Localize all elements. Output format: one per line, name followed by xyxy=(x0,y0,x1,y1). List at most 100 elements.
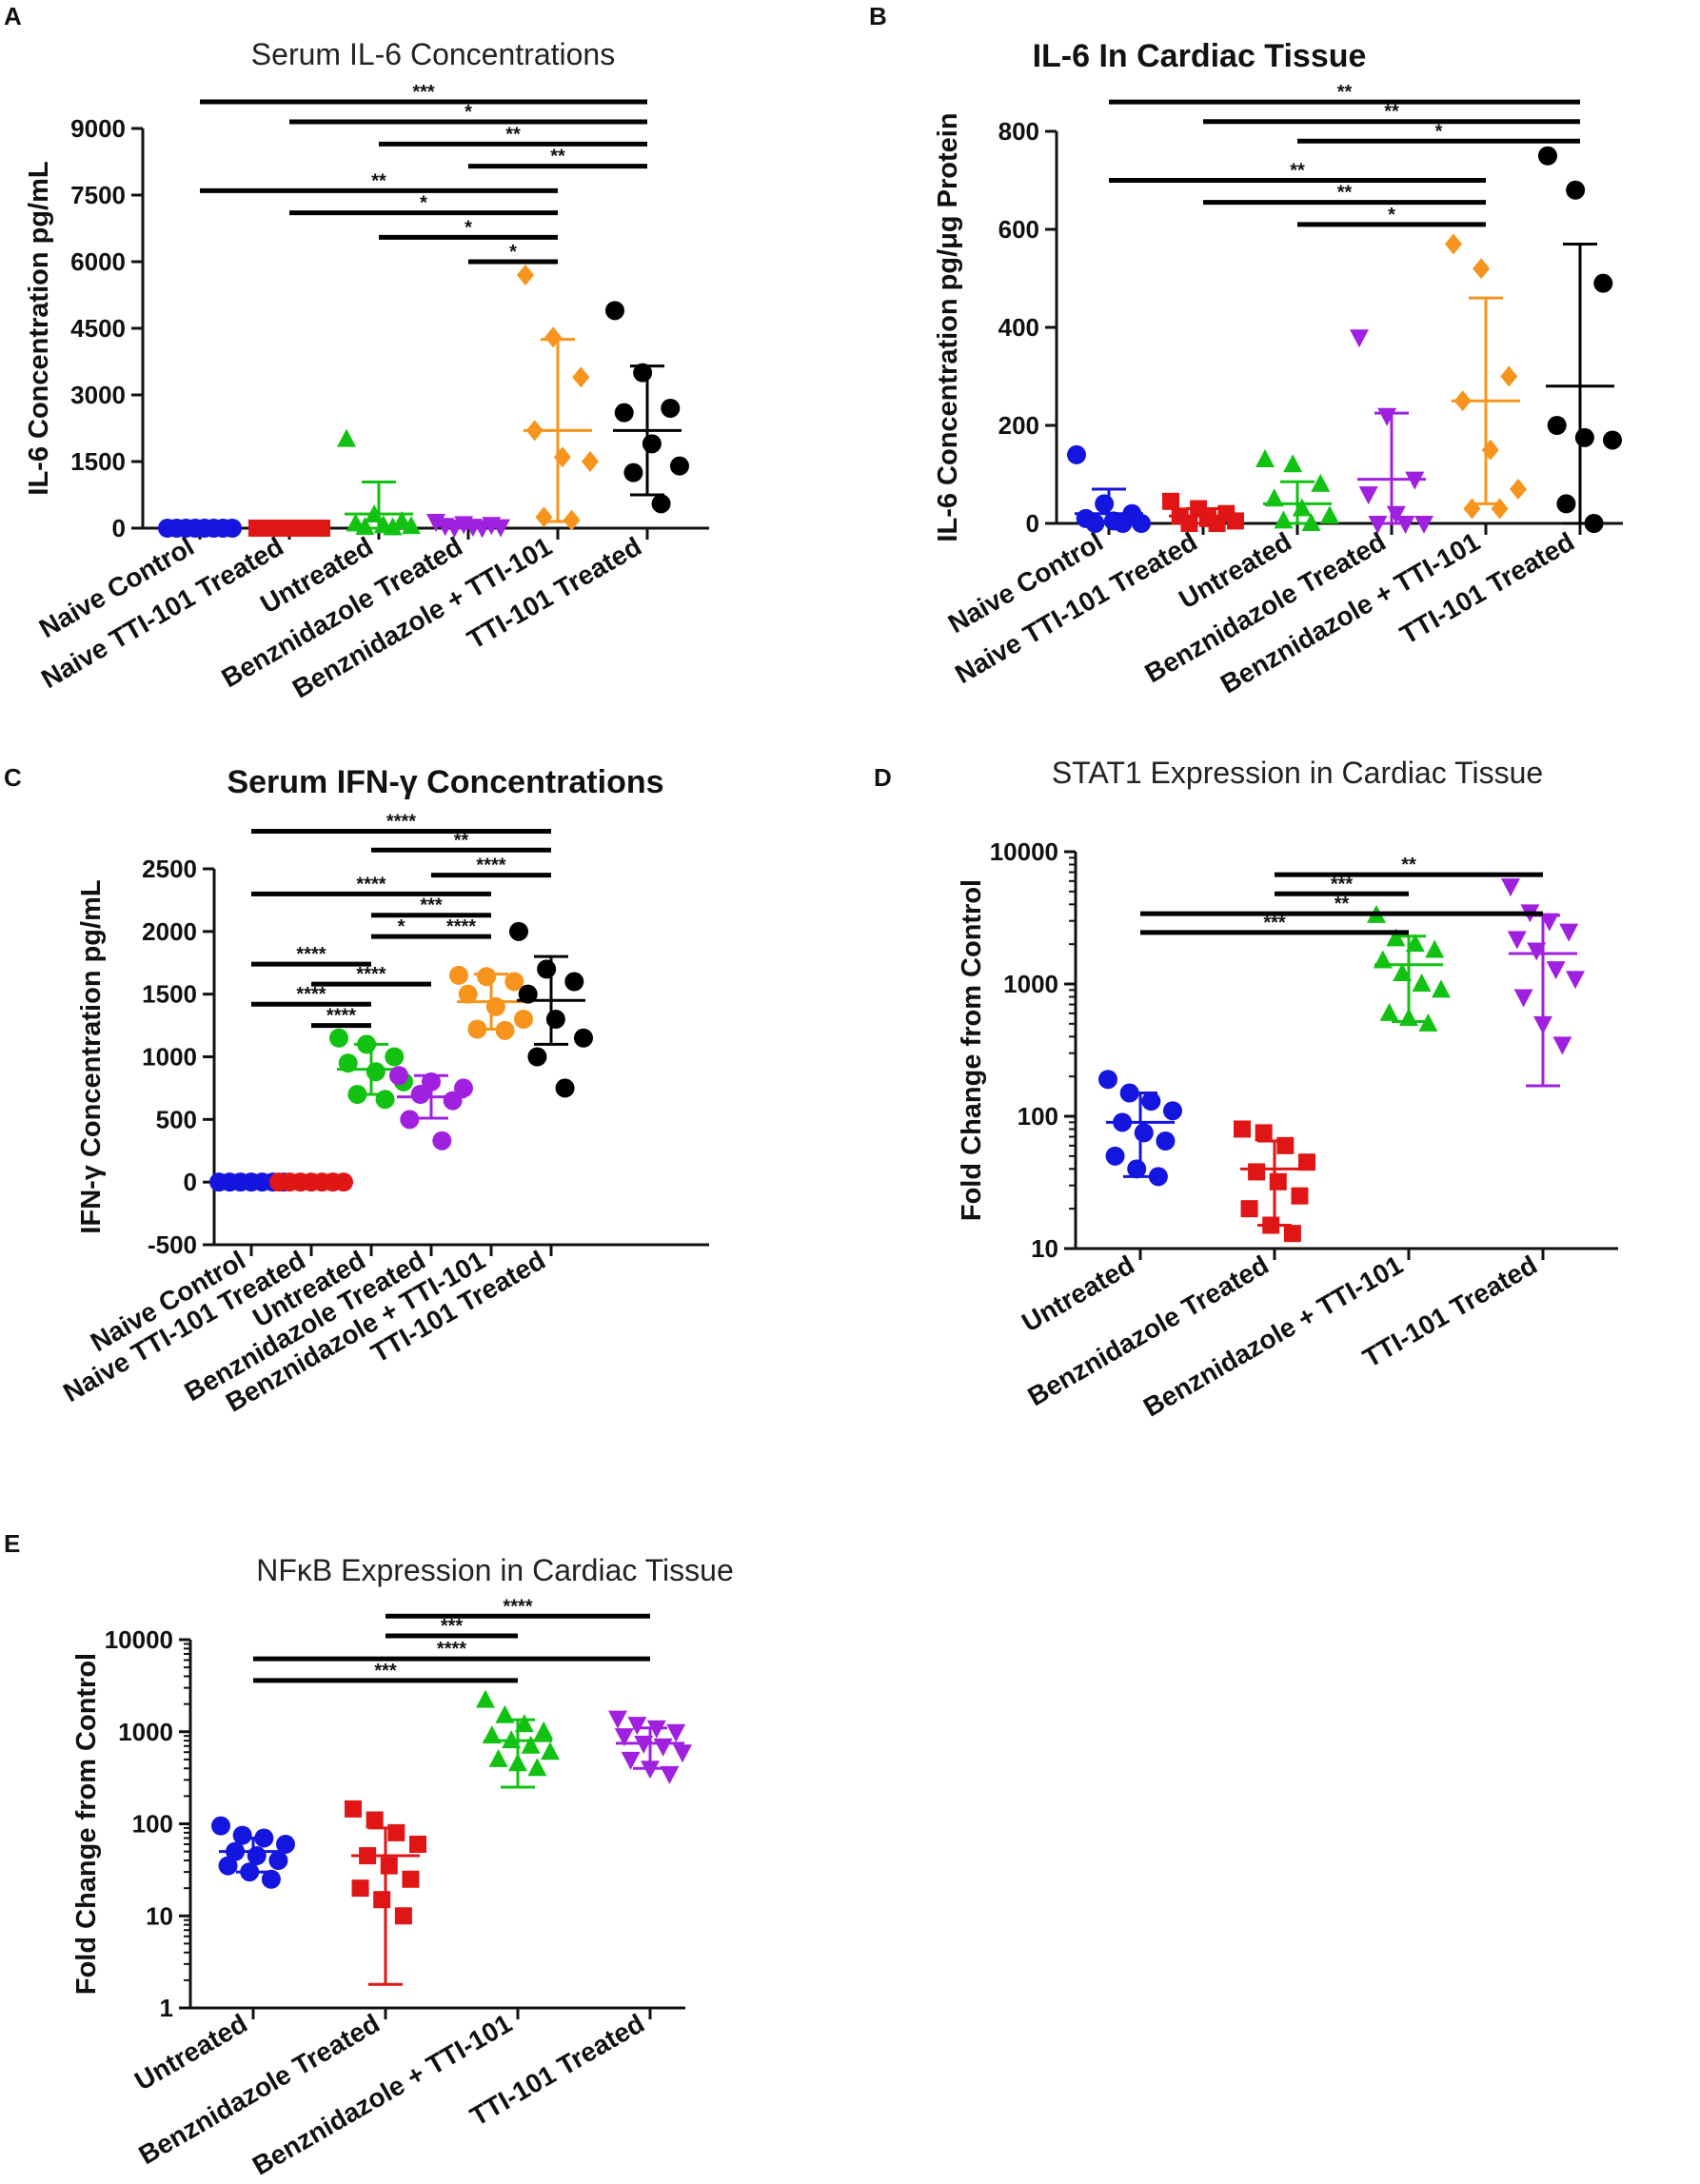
panel-b-point xyxy=(1414,516,1433,534)
panel-e-point xyxy=(653,1738,673,1757)
panel-b-point xyxy=(1283,454,1303,473)
panel-c-point xyxy=(518,984,538,1004)
panel-e-point xyxy=(373,1891,391,1909)
panel-a-point xyxy=(337,428,356,447)
panel-e-point xyxy=(366,1811,384,1829)
panel-e-ytick-label: 10 xyxy=(146,1901,173,1930)
panel-b-point xyxy=(1405,471,1425,490)
panel-e-category-label: Untreated xyxy=(129,2008,252,2095)
panel-a-significance-label: ** xyxy=(371,170,386,191)
panel-c-point xyxy=(555,1078,575,1098)
panel-d-category-label: Untreated xyxy=(1017,1249,1139,1337)
panel-b-point xyxy=(1067,444,1086,464)
panel-c-significance-label: **** xyxy=(446,916,476,937)
panel-a-point xyxy=(355,517,375,536)
panel-b-significance-label: ** xyxy=(1337,82,1353,103)
panel-e-point xyxy=(514,1714,534,1733)
panel-a-point xyxy=(517,265,534,285)
panel-b-title: IL-6 In Cardiac Tissue xyxy=(1033,38,1367,74)
panel-a-ytick-label: 0 xyxy=(112,514,126,542)
panel-b-point xyxy=(1593,273,1613,293)
panel-c-point xyxy=(537,959,557,979)
panel-c-significance-label: **** xyxy=(296,984,326,1005)
panel-d-point xyxy=(1156,1131,1176,1151)
panel-a-significance-label: ** xyxy=(550,147,565,167)
panel-c-ytick-label: -500 xyxy=(148,1230,197,1259)
panel-e: E NFκB Expression in Cardiac Tissue 1101… xyxy=(4,1529,734,2181)
panel-c-ytick-label: 0 xyxy=(184,1168,197,1196)
panel-b-point xyxy=(1463,498,1481,520)
panel-e-point xyxy=(261,1869,281,1889)
panel-c-point xyxy=(564,972,584,992)
panel-d-category-label: Benznidazole Treated xyxy=(1023,1249,1274,1411)
panel-b-category-label: TTI-101 Treated xyxy=(1395,526,1579,650)
panel-d: D STAT1 Expression in Cardiac Tissue 101… xyxy=(874,756,1618,1423)
panel-a-significance-label: * xyxy=(420,193,427,214)
panel-a-point xyxy=(642,434,662,454)
panel-a-point xyxy=(670,456,689,476)
panel-a-point xyxy=(402,516,421,535)
panel-b-plot: 0 200 400 600 800 IL-6 Concentration pg/μg Pr… xyxy=(933,82,1623,699)
panel-a-point xyxy=(582,451,599,472)
panel-c-point xyxy=(443,1091,463,1111)
panel-b-significance-label: ** xyxy=(1337,183,1353,204)
panel-c-point xyxy=(458,984,478,1004)
panel-a-significance-label: *** xyxy=(412,82,435,103)
panel-d-y-label: Fold Change from Control xyxy=(957,879,987,1221)
panel-d-significance-label: ** xyxy=(1401,855,1416,876)
panel-d-ytick-label: 10000 xyxy=(990,837,1058,866)
panel-e-point xyxy=(268,1851,288,1871)
panel-letter-a: A xyxy=(4,2,22,30)
panel-e-ytick-label: 1000 xyxy=(118,1718,173,1746)
panel-a-point xyxy=(651,494,671,514)
panel-b-point xyxy=(1510,478,1527,500)
panel-e-significance-label: **** xyxy=(437,1639,466,1660)
panel-c-significance-label: **** xyxy=(296,944,326,965)
panel-a-ytick-label: 9000 xyxy=(70,114,126,143)
panel-b-point xyxy=(1132,514,1151,533)
panel-d-significance-label: *** xyxy=(1331,874,1354,895)
panel-d-point xyxy=(1134,1123,1154,1143)
panel-e-title: NFκB Expression in Cardiac Tissue xyxy=(256,1553,734,1587)
panel-c-title: Serum IFN-γ Concentrations xyxy=(227,764,663,800)
panel-e-point xyxy=(476,1689,495,1708)
panel-d-point xyxy=(1248,1163,1266,1181)
panel-b-ytick-label: 800 xyxy=(998,117,1039,146)
panel-c-ytick-label: 500 xyxy=(156,1105,197,1133)
panel-d-ytick-label: 10 xyxy=(1031,1234,1058,1263)
panel-d-point xyxy=(1234,1120,1251,1138)
panel-e-point xyxy=(614,1728,634,1747)
panel-d-significance-label: *** xyxy=(1263,913,1286,934)
panel-a-y-label: IL-6 Concentration pg/mL xyxy=(24,161,54,495)
panel-c-point xyxy=(509,921,528,941)
panel-c-plot: -500 0 500 1000 1500 2000 2500 IFN-γ Concentrat… xyxy=(58,812,709,1418)
panel-c-point xyxy=(375,1090,395,1110)
panel-e-significance-label: *** xyxy=(374,1661,397,1682)
panel-e-point xyxy=(247,1846,267,1866)
panel-c-point xyxy=(400,1110,420,1130)
panel-e-point xyxy=(394,1907,412,1925)
panel-b-significance-label: * xyxy=(1388,205,1395,226)
panel-b-point xyxy=(1556,494,1576,514)
panel-e-significance-label: **** xyxy=(503,1596,532,1617)
panel-a-ytick-label: 3000 xyxy=(70,381,126,409)
panel-b-point xyxy=(1574,427,1594,447)
panel-c-ytick-label: 2000 xyxy=(142,917,197,946)
panel-a-point xyxy=(614,403,634,423)
panel-b-point xyxy=(1320,505,1339,524)
panel-b-point xyxy=(1566,180,1586,200)
panel-c-point xyxy=(389,1066,408,1086)
panel-a-ytick-label: 4500 xyxy=(70,314,126,343)
panel-d-point xyxy=(1527,942,1547,961)
panel-d-point xyxy=(1141,1092,1161,1112)
panel-d-ytick-label: 1000 xyxy=(1003,970,1058,998)
panel-b-point xyxy=(1500,365,1518,387)
panel-b-point xyxy=(1491,498,1509,520)
panel-a-significance-label: ** xyxy=(505,124,521,145)
panel-b-point xyxy=(1538,146,1557,166)
panel-b-point xyxy=(1274,510,1294,529)
panel-e-y-label: Fold Change from Control xyxy=(71,1653,102,1995)
panel-b-ytick-label: 0 xyxy=(1026,509,1039,538)
panel-e-point xyxy=(380,1857,398,1875)
